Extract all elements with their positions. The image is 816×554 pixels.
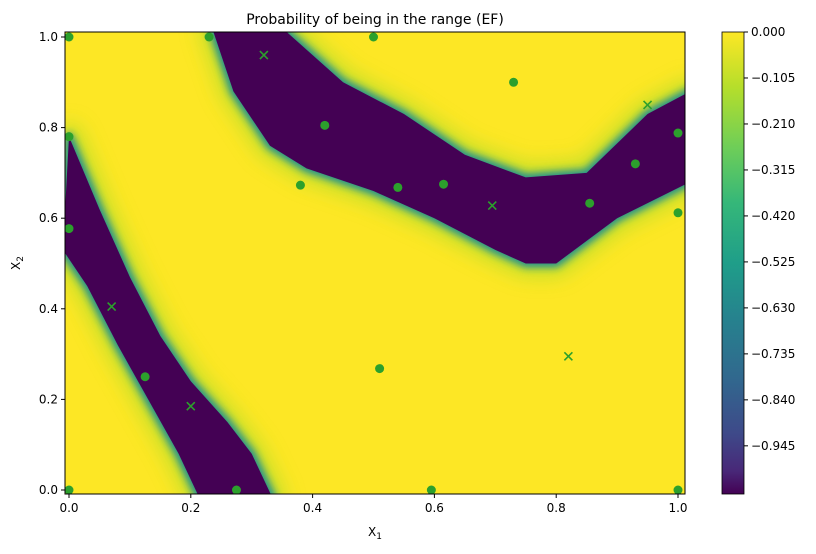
x-tick-label: 0.4 (303, 501, 322, 515)
cross-point (107, 301, 117, 312)
x-tick-label: 0.6 (425, 501, 444, 515)
circle-point (375, 364, 385, 374)
y-tick-label: 0.8 (39, 121, 58, 135)
colorbar-tick-label: −0.735 (751, 347, 795, 361)
region-dark-1 (213, 32, 685, 264)
y-tick-label: 0.0 (39, 483, 58, 497)
cross-point (487, 200, 497, 211)
x-tick-label: 1.0 (668, 501, 687, 515)
x-axis-label: X1 (368, 525, 382, 542)
circle-point (204, 32, 214, 42)
cross-point (642, 100, 653, 110)
y-tick-label: 1.0 (39, 30, 58, 44)
x-tick-label: 0.2 (181, 501, 200, 515)
colorbar-tick-label: −0.630 (751, 301, 795, 315)
circle-point (673, 485, 683, 494)
colorbar-tick-label: −0.315 (751, 163, 795, 177)
circle-point (231, 485, 241, 494)
colorbar-tick-label: −0.420 (751, 209, 795, 223)
x-tick-label: 0.8 (547, 501, 566, 515)
circle-point (585, 198, 595, 208)
circle-point (65, 32, 74, 42)
circle-point (320, 120, 330, 130)
colorbar-tick-label: −0.210 (751, 117, 795, 131)
circle-point (673, 128, 683, 138)
region-dark-0 (65, 136, 271, 494)
colorbar-tick-label: −0.105 (751, 71, 795, 85)
y-tick-label: 0.4 (39, 302, 58, 316)
circle-point (439, 179, 449, 189)
circle-point (369, 32, 378, 42)
colorbar-tick-label: 0.000 (751, 25, 785, 39)
circle-point (140, 372, 150, 382)
circle-point (65, 485, 74, 494)
colorbar-tick-label: −0.945 (751, 439, 795, 453)
y-tick-label: 0.2 (39, 392, 58, 406)
colorbar-tick-label: −0.840 (751, 393, 795, 407)
chart-title: Probability of being in the range (EF) (246, 12, 504, 28)
circle-point (393, 182, 403, 192)
circle-point (630, 159, 640, 169)
y-axis-label: X2 (9, 256, 26, 270)
circle-point (65, 132, 74, 142)
colorbar (721, 31, 745, 495)
cross-point (186, 401, 196, 411)
plot-frame (64, 31, 686, 495)
y-tick-label: 0.6 (39, 211, 58, 225)
circle-point (295, 180, 305, 190)
cross-point (259, 50, 269, 60)
circle-point (65, 224, 74, 234)
cross-point (563, 351, 573, 361)
circle-point (673, 208, 683, 218)
circle-point (426, 485, 436, 494)
x-tick-label: 0.0 (59, 501, 78, 515)
colorbar-tick-label: −0.525 (751, 255, 795, 269)
circle-point (509, 77, 519, 87)
